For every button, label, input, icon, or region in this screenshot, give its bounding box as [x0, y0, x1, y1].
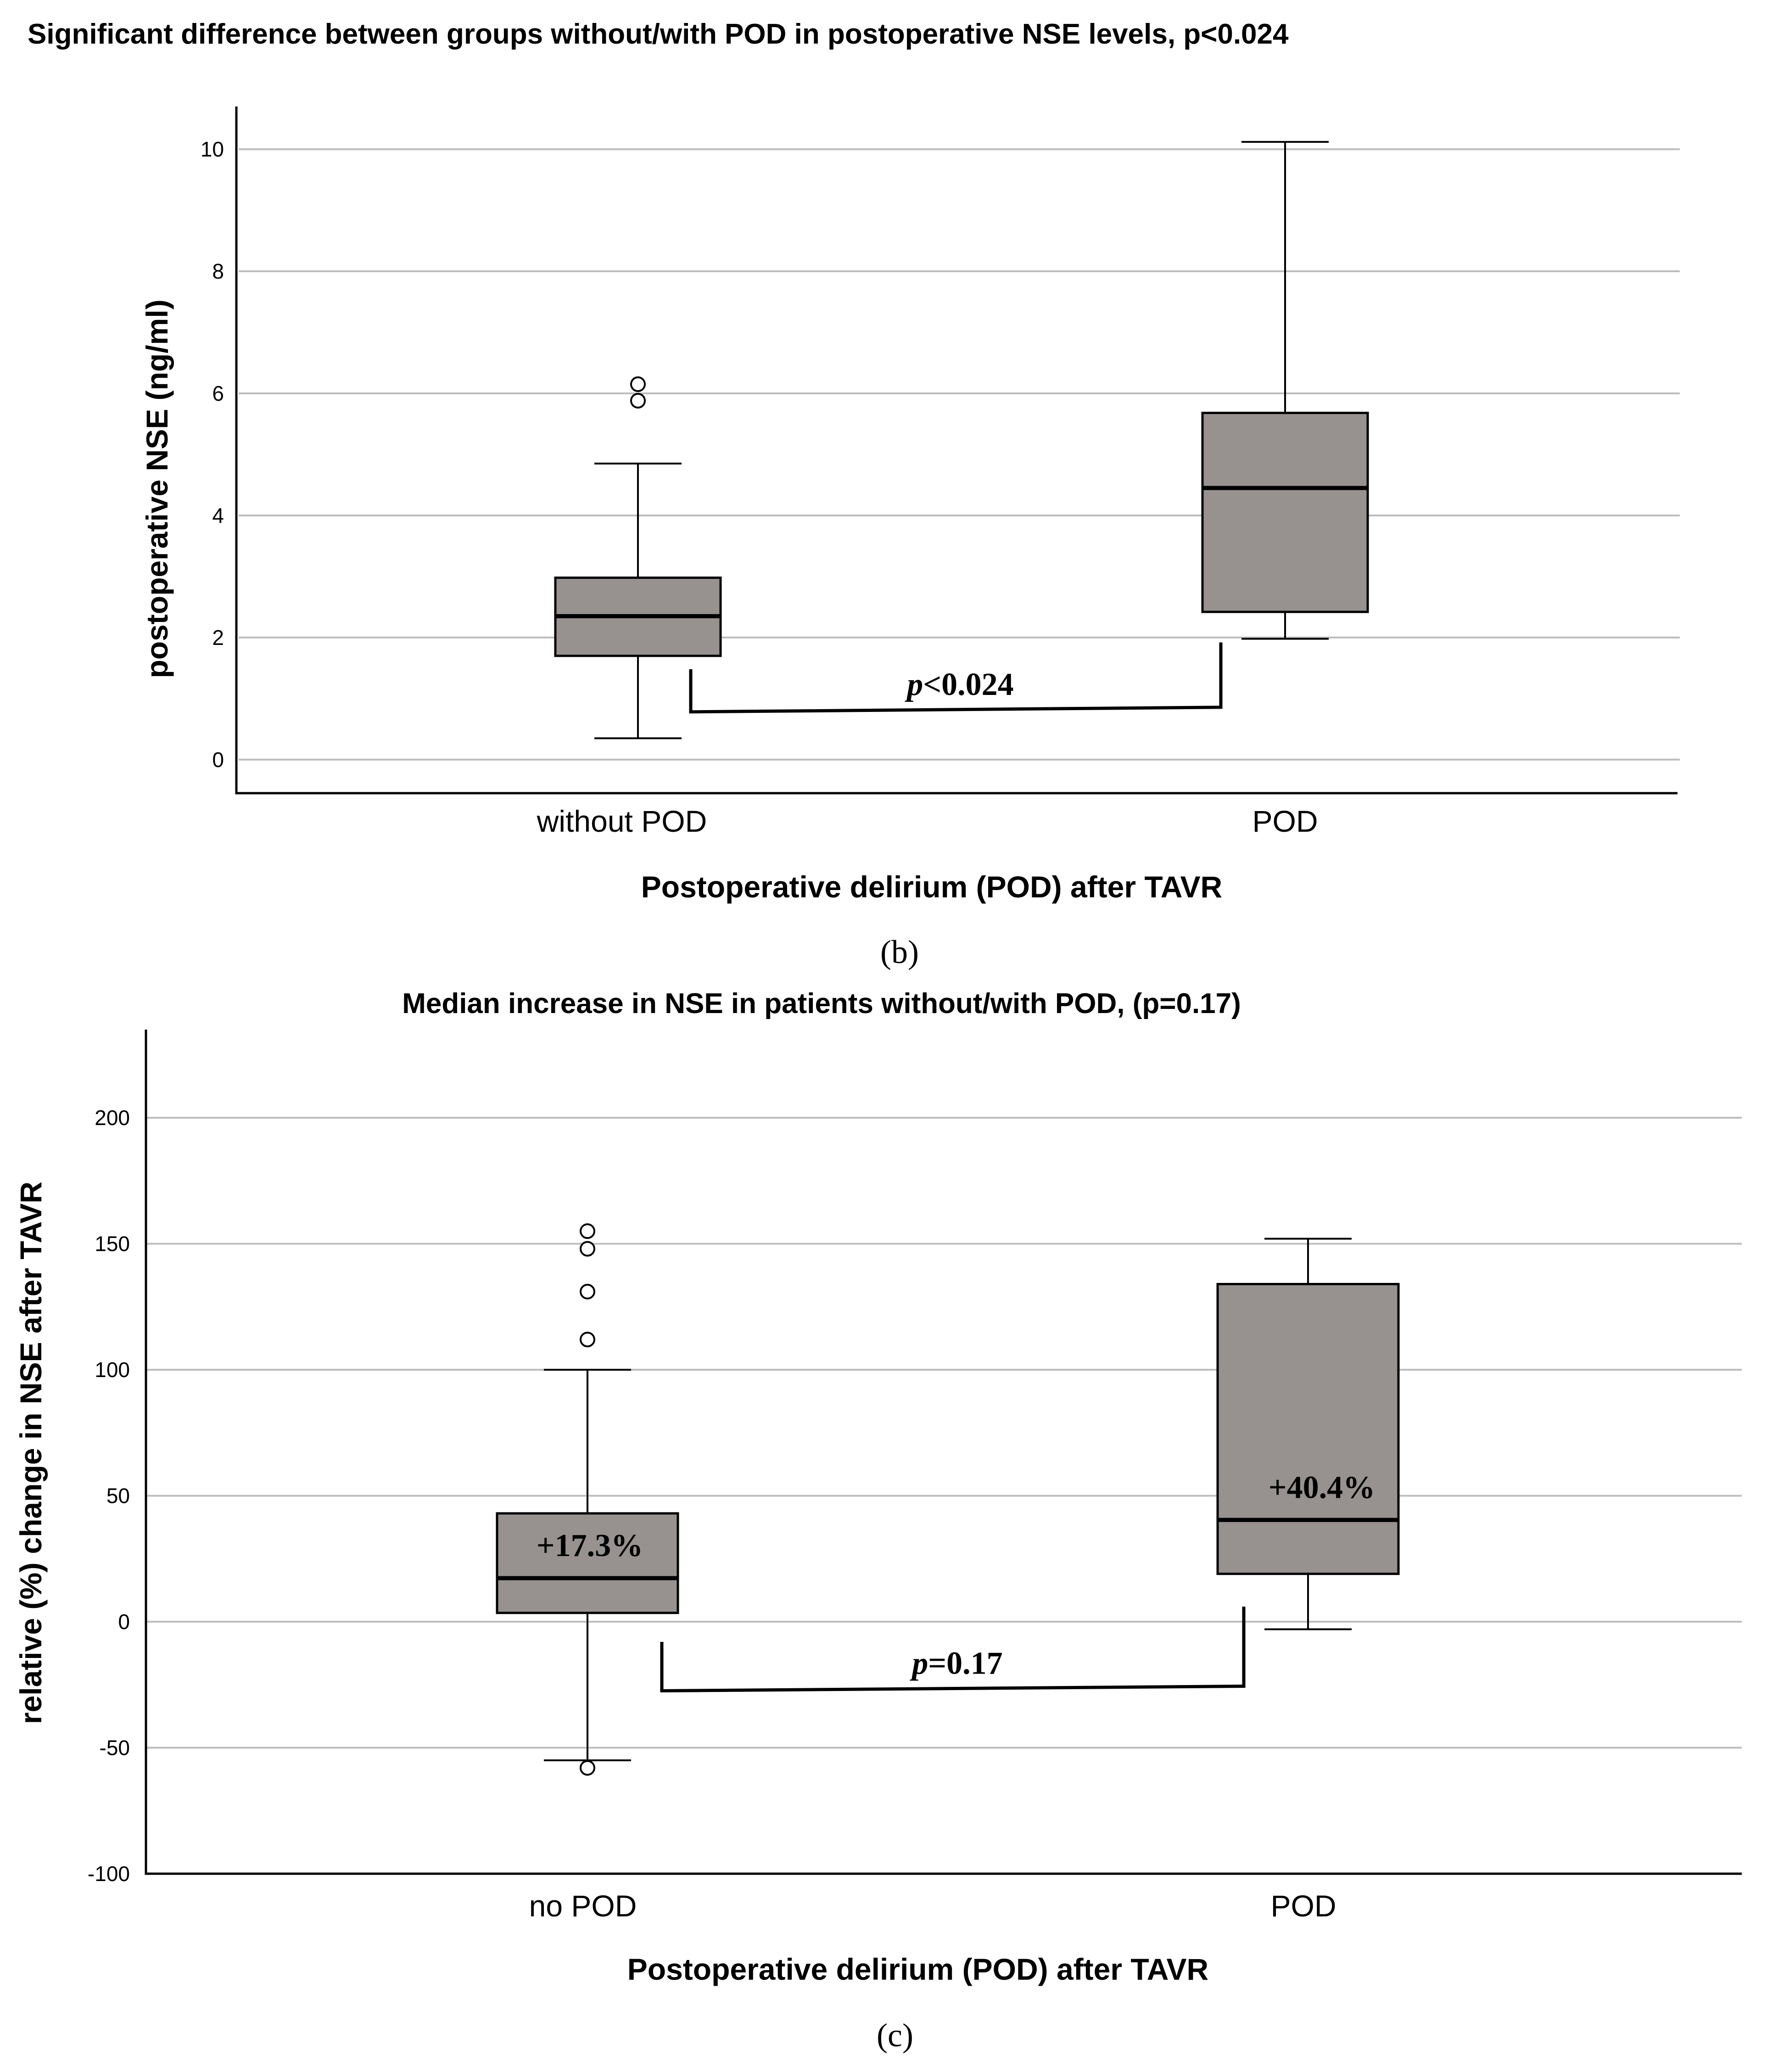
x-axis-label: Postoperative delirium (POD) after TAVR — [641, 870, 1222, 904]
p-symbol: p — [905, 667, 923, 702]
panel-label-c: (c) — [877, 2017, 913, 2054]
outlier-point — [630, 376, 646, 392]
boxplot-panel-c: Median increase in NSE in patients witho… — [14, 988, 1742, 2054]
x-tick-label-pod: POD — [1270, 1889, 1336, 1923]
axes-frame — [235, 106, 1678, 795]
y-axis-label: postoperative NSE (ng/ml) — [140, 299, 174, 678]
median-annotation: +40.4% — [1269, 1470, 1375, 1505]
outlier-point — [580, 1332, 595, 1348]
p-value-label: p<0.024 — [905, 667, 1013, 702]
significance-bracket — [689, 642, 1223, 714]
box-group-without-pod — [554, 376, 722, 739]
y-tick-label: 0 — [118, 1610, 130, 1634]
outlier-point — [580, 1760, 595, 1776]
p-value: =0.17 — [928, 1646, 1002, 1681]
significance-bracket — [660, 1607, 1246, 1693]
axes-frame — [145, 1030, 1742, 1875]
box-group-pod: +40.4% — [1216, 1238, 1400, 1630]
y-axis-label: relative (%) change in NSE after TAVR — [14, 1182, 48, 1724]
p-symbol: p — [910, 1646, 928, 1681]
y-tick-label: 200 — [95, 1106, 130, 1130]
panel-label-b: (b) — [880, 934, 919, 970]
x-axis-label: Postoperative delirium (POD) after TAVR — [627, 1952, 1208, 1986]
y-tick-label: 4 — [212, 504, 224, 527]
y-tick-label: 6 — [212, 381, 224, 405]
iqr-box — [1201, 412, 1369, 613]
box-group-pod — [1201, 141, 1369, 640]
outlier-point — [580, 1241, 595, 1257]
x-tick-label-pod: POD — [1252, 804, 1318, 838]
y-tick-label: 50 — [106, 1484, 130, 1508]
outlier-point — [580, 1283, 595, 1299]
x-tick-label-no-pod: no POD — [529, 1889, 637, 1923]
y-tick-label: 0 — [212, 748, 224, 772]
p-value-label: p=0.17 — [910, 1646, 1002, 1681]
y-tick-label: 10 — [201, 137, 224, 161]
y-tick-label: 100 — [95, 1358, 130, 1382]
x-tick-label-without-pod: without POD — [537, 804, 707, 838]
outlier-point — [580, 1223, 595, 1239]
p-value: <0.024 — [923, 667, 1013, 702]
box-group-no-pod: +17.3% — [496, 1223, 679, 1776]
outlier-point — [630, 392, 646, 409]
iqr-box — [1216, 1282, 1400, 1575]
median-annotation: +17.3% — [537, 1528, 643, 1563]
chart-title: Significant difference between groups wi… — [28, 18, 1289, 50]
y-tick-label: -50 — [100, 1736, 130, 1760]
y-tick-label: -100 — [88, 1862, 130, 1886]
y-tick-label: 150 — [95, 1232, 130, 1256]
y-tick-label: 8 — [212, 259, 224, 283]
iqr-box — [496, 1512, 679, 1614]
chart-title: Median increase in NSE in patients witho… — [402, 988, 1241, 1019]
boxplot-panel-b: Significant difference between groups wi… — [28, 18, 1680, 970]
y-tick-label: 2 — [212, 626, 224, 650]
